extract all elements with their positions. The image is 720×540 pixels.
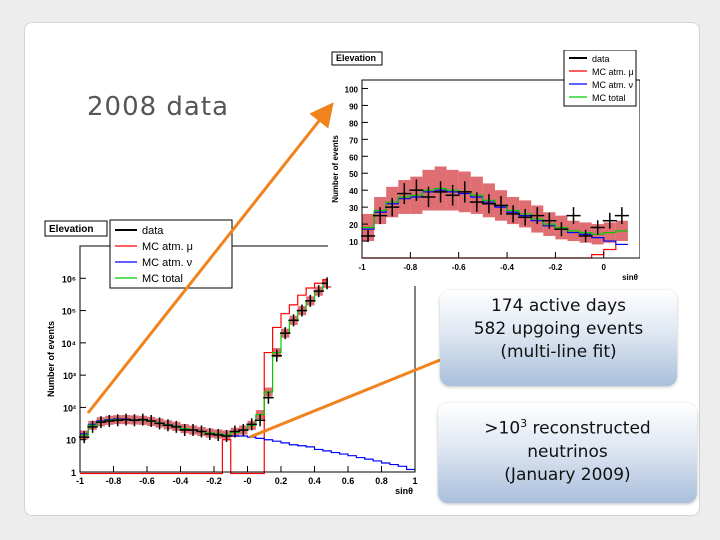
y-tick-label: 10⁵ (62, 307, 76, 317)
x-tick-label: 0 (602, 263, 607, 272)
legend-entry: MC atm. ν (142, 257, 193, 269)
x-tick-label: -1 (76, 476, 84, 486)
x-tick-label: -0.2 (548, 263, 562, 272)
x-axis-label: sinθ (395, 486, 413, 496)
y-tick-label: 70 (349, 136, 358, 145)
title-box (331, 51, 383, 66)
y-axis-label: Number of events (331, 135, 340, 203)
neutrinos-callout: >103 reconstructed neutrinos (January 20… (438, 403, 697, 503)
x-tick-label: 0.4 (308, 476, 321, 486)
x-tick-label: 0.8 (375, 476, 388, 486)
legend-entry: MC atm. μ (592, 67, 634, 77)
y-tick-label: 10³ (63, 371, 76, 381)
y-tick-label: 20 (349, 221, 358, 230)
x-tick-label: -0.6 (139, 476, 155, 486)
x-tick-label: -0.8 (403, 263, 417, 272)
x-tick-label: -0.4 (173, 476, 189, 486)
y-tick-label: 60 (349, 153, 358, 162)
y-tick-label: 10⁴ (62, 339, 76, 349)
x-tick-label: 0.2 (275, 476, 288, 486)
x-tick-label: 1 (412, 476, 417, 486)
legend-entry: MC total (592, 93, 626, 103)
y-tick-label: 80 (349, 119, 358, 128)
x-tick-label: -1 (358, 263, 366, 272)
callout-line-reconstructed: >103 reconstructed (484, 417, 651, 439)
callout-line-fit: (multi-line fit) (500, 342, 617, 362)
y-tick-label: 10 (66, 436, 76, 446)
y-tick-label: 10² (63, 403, 76, 413)
y-tick-label: 10⁶ (62, 274, 76, 284)
x-axis-label: sinθ (622, 273, 638, 282)
x-tick-label: -0 (243, 476, 251, 486)
legend-entry: data (592, 54, 610, 64)
chart-title: Elevation (49, 224, 93, 235)
inset-elevation-chart: -1 -0.8 -0.6 -0.4 -0.2 0 sinθ 10 20 30 40 50 60 70 80 9… (328, 50, 640, 286)
mc-total-histogram (362, 187, 628, 235)
y-tick-label: 40 (349, 187, 358, 196)
y-axis-label: Number of events (46, 321, 56, 397)
callout-line-neutrinos: neutrinos (527, 441, 608, 462)
callout-line-upgoing-events: 582 upgoing events (473, 319, 644, 339)
y-tick-label: 10 (349, 238, 358, 247)
legend-entry: MC atm. μ (142, 241, 193, 253)
y-tick-label: 100 (345, 85, 359, 94)
chart-title: Elevation (336, 53, 376, 63)
x-tick-label: -0.8 (106, 476, 122, 486)
stats-callout: 174 active days 582 upgoing events (mult… (440, 290, 677, 386)
callout-line-date: (January 2009) (504, 464, 631, 485)
y-tick-label: 30 (349, 204, 358, 213)
legend-entry: MC atm. ν (592, 80, 634, 90)
x-tick-label: 0.6 (342, 476, 355, 486)
x-tick-label: -0.6 (452, 263, 466, 272)
y-tick-label: 90 (349, 102, 358, 111)
callout-line-active-days: 174 active days (490, 296, 627, 316)
x-tick-label: -0.2 (206, 476, 222, 486)
plot-frame (361, 79, 640, 259)
y-tick-label: 50 (349, 170, 358, 179)
legend-entry: MC total (142, 273, 183, 285)
x-tick-label: -0.4 (500, 263, 514, 272)
legend-entry: data (142, 225, 164, 237)
y-tick-label: 1 (71, 468, 76, 478)
slide-title: 2008 data (87, 92, 229, 122)
